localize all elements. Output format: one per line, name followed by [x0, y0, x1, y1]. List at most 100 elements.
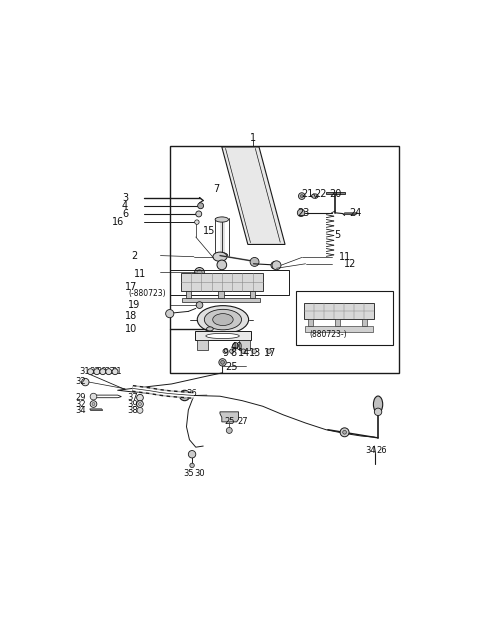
Text: 39: 39 — [127, 399, 138, 409]
Circle shape — [233, 343, 239, 349]
Circle shape — [137, 407, 143, 413]
Text: 20: 20 — [329, 189, 341, 199]
Circle shape — [112, 369, 118, 374]
Circle shape — [94, 369, 100, 374]
Text: 15: 15 — [203, 227, 215, 236]
Text: 30: 30 — [194, 469, 205, 478]
Text: (-880723): (-880723) — [129, 289, 166, 298]
Text: 34: 34 — [75, 406, 86, 415]
Text: 32: 32 — [75, 377, 86, 386]
Polygon shape — [309, 319, 313, 326]
Text: 31: 31 — [79, 367, 89, 376]
Circle shape — [180, 390, 190, 401]
Text: 17: 17 — [124, 282, 137, 292]
Ellipse shape — [213, 252, 227, 261]
Text: 10: 10 — [124, 324, 137, 334]
Circle shape — [195, 268, 204, 277]
Text: 33: 33 — [104, 367, 115, 376]
Text: 34: 34 — [365, 446, 376, 456]
Ellipse shape — [213, 314, 233, 326]
Text: 37: 37 — [127, 393, 138, 402]
Text: 35: 35 — [183, 469, 193, 478]
Ellipse shape — [215, 217, 228, 222]
Circle shape — [297, 209, 305, 217]
Bar — [239, 341, 250, 350]
Circle shape — [226, 427, 232, 434]
Bar — [197, 341, 208, 350]
Polygon shape — [250, 291, 255, 298]
Circle shape — [137, 401, 144, 407]
Circle shape — [139, 402, 142, 406]
Polygon shape — [335, 319, 340, 326]
Circle shape — [90, 393, 97, 400]
Polygon shape — [304, 303, 374, 319]
Circle shape — [374, 408, 382, 416]
Circle shape — [197, 270, 202, 275]
Polygon shape — [362, 319, 367, 326]
Text: 5: 5 — [334, 230, 340, 240]
Circle shape — [241, 349, 246, 353]
Text: 11: 11 — [134, 269, 146, 279]
Ellipse shape — [312, 194, 318, 198]
Text: 4: 4 — [122, 201, 128, 211]
Circle shape — [90, 401, 97, 407]
Bar — [170, 270, 289, 295]
Circle shape — [188, 451, 196, 458]
Text: 27: 27 — [237, 417, 248, 426]
Text: 38: 38 — [127, 406, 138, 415]
Ellipse shape — [197, 306, 249, 334]
Polygon shape — [186, 291, 191, 298]
Circle shape — [343, 431, 347, 434]
Circle shape — [166, 310, 174, 318]
Ellipse shape — [206, 327, 213, 331]
Circle shape — [267, 349, 271, 353]
Text: 2: 2 — [131, 251, 138, 261]
Circle shape — [252, 349, 256, 353]
Text: 19: 19 — [128, 300, 141, 310]
Text: 28: 28 — [97, 367, 108, 376]
Text: 29: 29 — [75, 393, 86, 402]
Text: 3: 3 — [122, 193, 128, 203]
Circle shape — [198, 203, 204, 208]
Polygon shape — [222, 147, 285, 245]
Circle shape — [250, 258, 259, 266]
Text: 31: 31 — [112, 367, 122, 376]
Circle shape — [221, 361, 225, 364]
Circle shape — [137, 394, 144, 401]
Polygon shape — [218, 291, 224, 298]
Polygon shape — [344, 213, 358, 215]
Text: 16: 16 — [111, 218, 124, 228]
Circle shape — [272, 261, 281, 270]
Circle shape — [92, 402, 95, 406]
Circle shape — [82, 378, 89, 386]
Circle shape — [271, 261, 278, 269]
Bar — [195, 331, 251, 341]
Text: 24: 24 — [349, 208, 362, 218]
Polygon shape — [220, 412, 239, 422]
Text: 18: 18 — [124, 311, 137, 321]
Text: 33: 33 — [89, 367, 100, 376]
Text: 8: 8 — [230, 348, 236, 358]
Text: 26: 26 — [376, 446, 387, 456]
Circle shape — [190, 463, 194, 467]
Text: (880723-): (880723-) — [310, 330, 348, 339]
Circle shape — [229, 349, 234, 353]
Bar — [170, 146, 398, 373]
Text: 17: 17 — [264, 348, 276, 358]
Circle shape — [106, 369, 112, 374]
Circle shape — [300, 195, 303, 198]
Text: 14: 14 — [238, 348, 250, 358]
Circle shape — [223, 349, 228, 353]
Text: 36: 36 — [187, 389, 197, 397]
Text: 9: 9 — [222, 348, 228, 358]
Bar — [181, 298, 260, 302]
Circle shape — [195, 220, 199, 225]
Circle shape — [299, 193, 305, 200]
Circle shape — [219, 359, 226, 366]
Ellipse shape — [373, 396, 383, 412]
Text: 23: 23 — [298, 208, 310, 218]
Text: 6: 6 — [122, 209, 128, 219]
Polygon shape — [90, 409, 103, 411]
Text: 22: 22 — [314, 189, 327, 199]
Circle shape — [196, 302, 203, 308]
